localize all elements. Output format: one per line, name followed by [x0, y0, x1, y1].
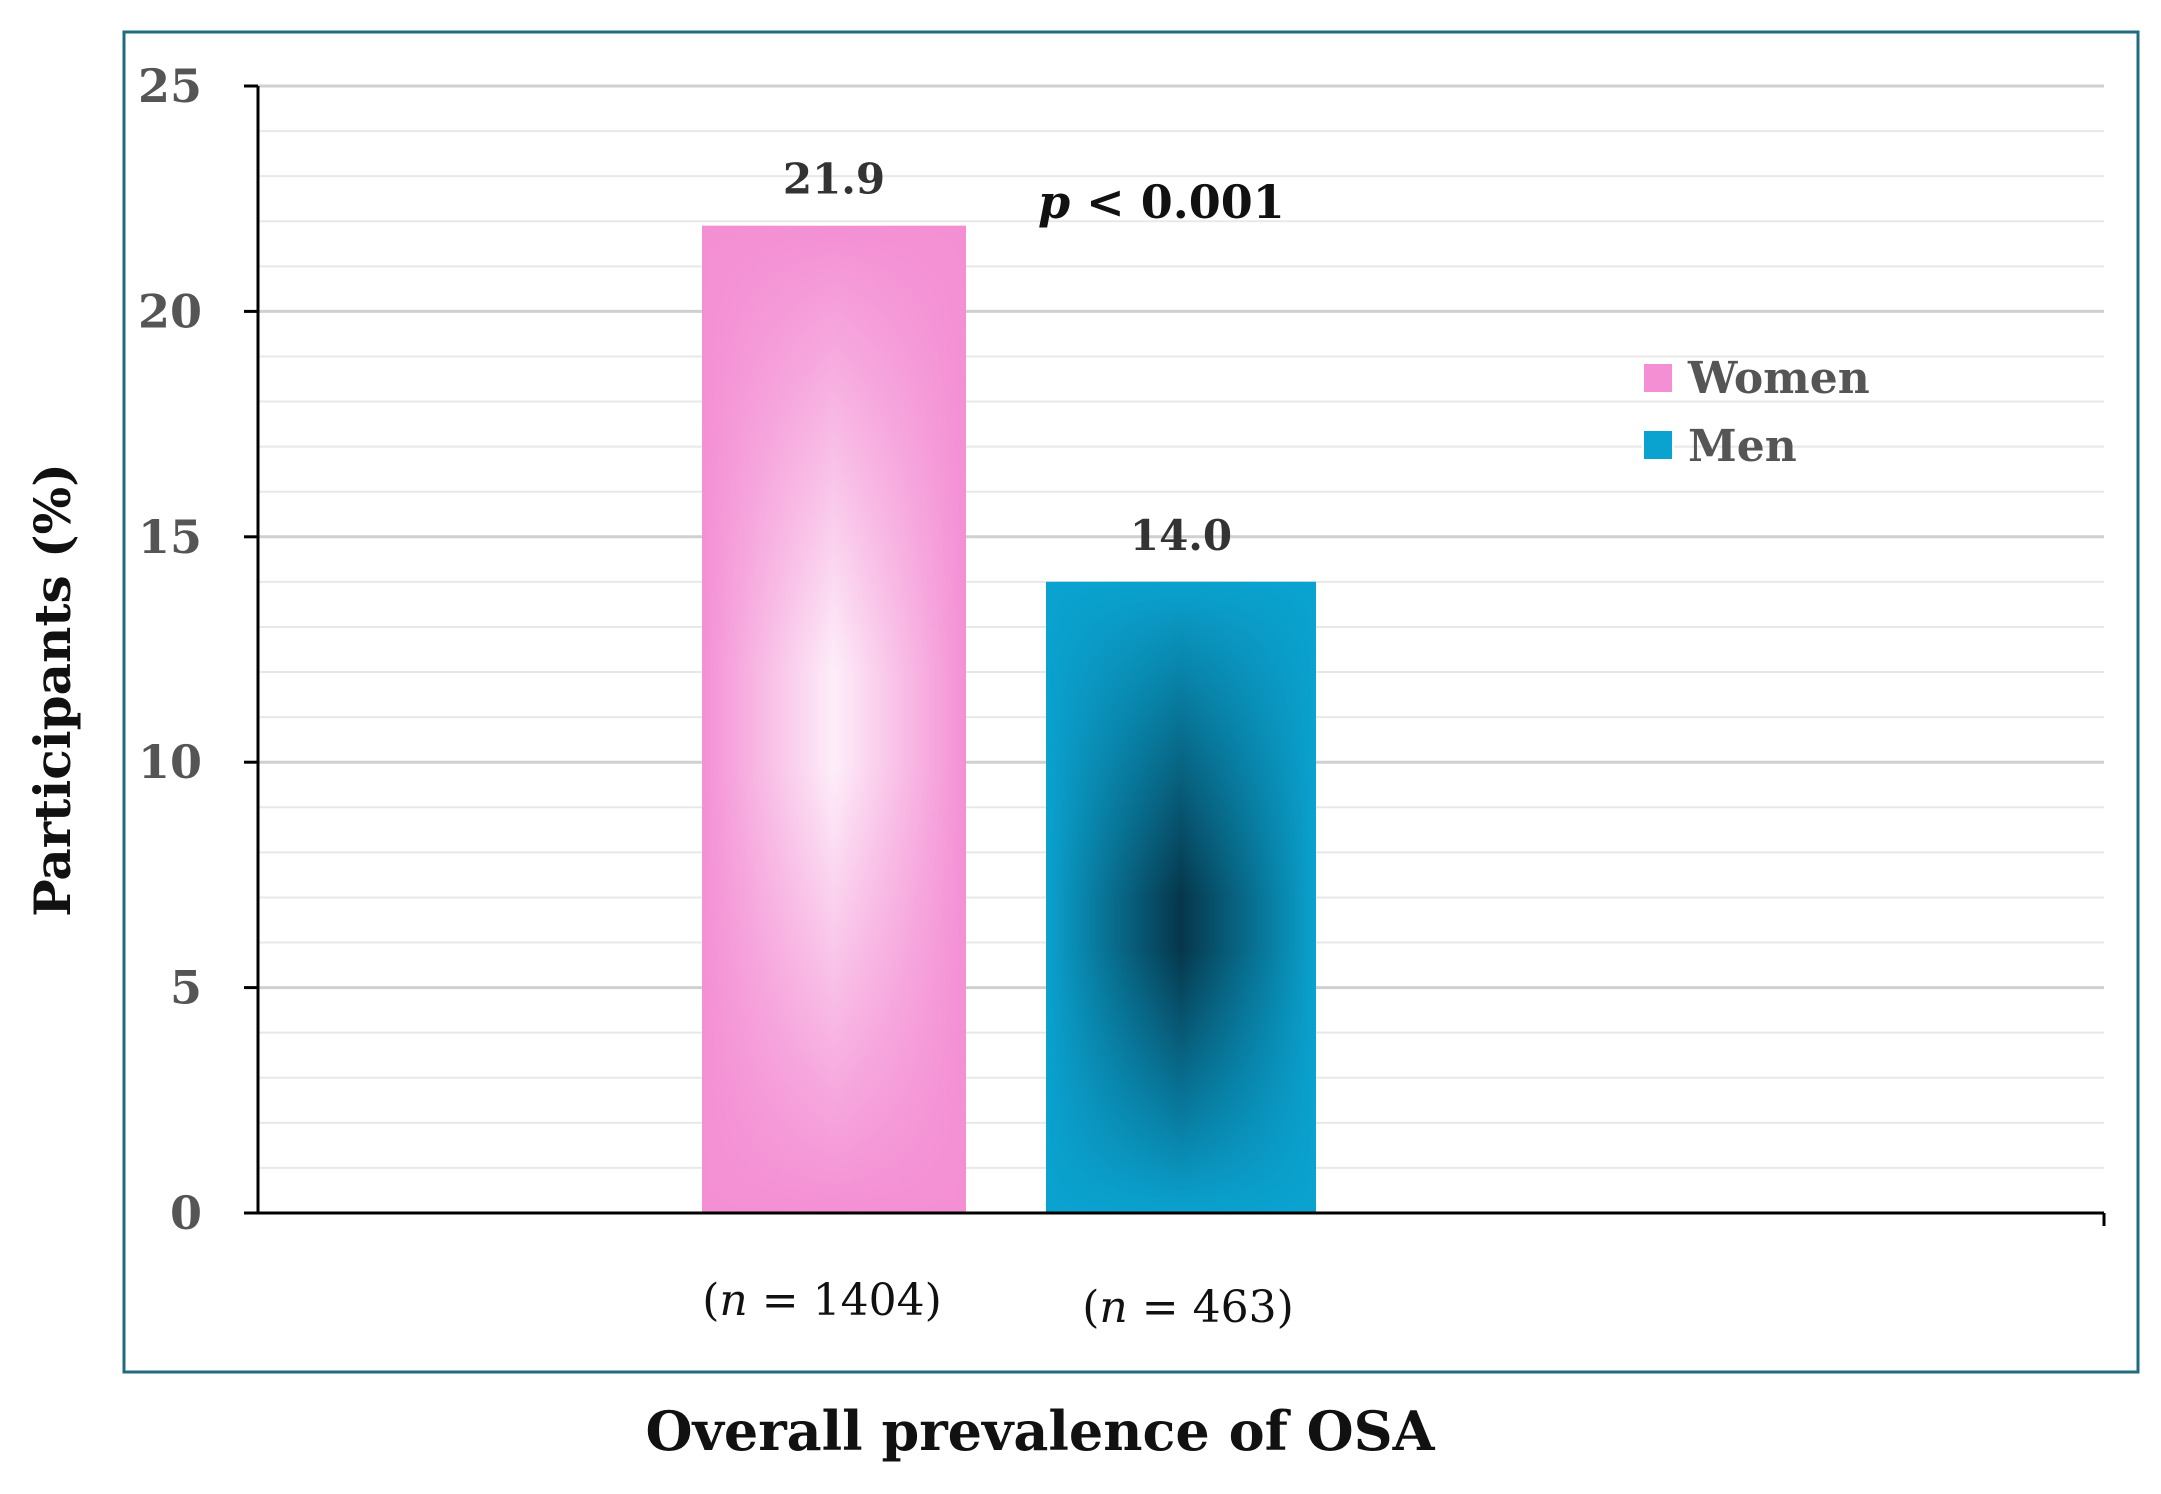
bar-n-label-women: (n = 1404): [702, 1275, 942, 1326]
legend-label-men: Men: [1688, 421, 1797, 472]
y-axis-ticks: 0 5 10 15 20 25: [138, 59, 258, 1240]
x-axis-title: Overall prevalence of OSA: [645, 1399, 1435, 1463]
n-label-variable: n: [719, 1275, 747, 1326]
bar-value-label-men: 14.0: [1130, 511, 1232, 560]
y-tick-label: 5: [170, 961, 202, 1015]
legend: Women Men: [1642, 353, 1870, 472]
n-label-variable: n: [1099, 1282, 1127, 1333]
p-value-variable: p: [1038, 175, 1070, 229]
y-tick-label: 20: [138, 284, 202, 338]
n-label-open-paren: (: [702, 1275, 719, 1326]
p-value-annotation: p < 0.001: [1038, 175, 1285, 229]
bar-value-label-women: 21.9: [783, 155, 885, 204]
y-tick-label: 10: [138, 735, 202, 789]
y-axis-title: Participants (%): [23, 463, 82, 917]
y-tick-label: 0: [170, 1186, 202, 1240]
p-value-rest: < 0.001: [1070, 175, 1285, 229]
bars: [702, 225, 1316, 1214]
bar-women-shading: [702, 225, 966, 1214]
legend-label-women: Women: [1687, 353, 1870, 404]
y-tick-label: 25: [138, 59, 202, 113]
bar-n-label-men: (n = 463): [1082, 1282, 1294, 1333]
legend-swatch-men: [1642, 429, 1674, 461]
n-label-count: = 463): [1128, 1282, 1294, 1333]
y-tick-label: 15: [138, 510, 202, 564]
n-label-open-paren: (: [1082, 1282, 1099, 1333]
n-label-count: = 1404): [748, 1275, 942, 1326]
bar-men-shading: [1046, 581, 1316, 1213]
legend-swatch-women: [1642, 362, 1674, 394]
bar-labels: 21.9(n = 1404)14.0(n = 463): [702, 155, 1294, 1333]
chart-frame: [122, 30, 2140, 1374]
